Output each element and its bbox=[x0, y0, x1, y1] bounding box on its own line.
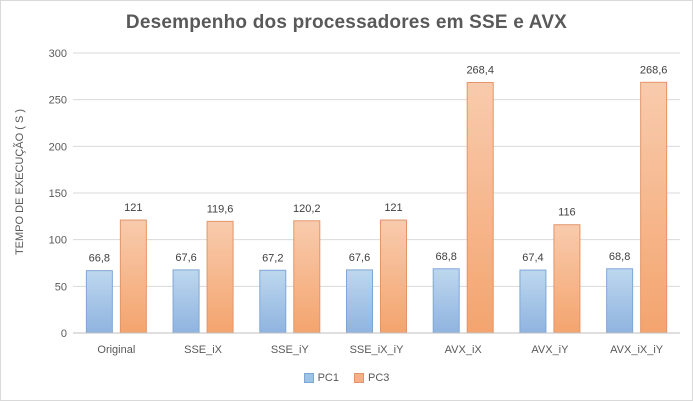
legend: PC1 PC3 bbox=[0, 372, 693, 386]
y-tick-label: 200 bbox=[49, 141, 67, 153]
y-tick-label: 50 bbox=[55, 281, 67, 293]
gridlines bbox=[73, 52, 680, 287]
bar-pc3 bbox=[553, 224, 581, 334]
bar-pc1 bbox=[346, 269, 373, 334]
bar-pc1 bbox=[606, 268, 634, 334]
data-label-pc1: 67,6 bbox=[175, 252, 196, 264]
data-label-pc1: 66,8 bbox=[89, 253, 110, 265]
bar-pc1 bbox=[519, 269, 547, 334]
data-label-pc3: 268,6 bbox=[640, 64, 668, 76]
legend-label-pc1: PC1 bbox=[317, 372, 339, 384]
bar-pc3 bbox=[206, 220, 234, 334]
legend-item-pc3[interactable]: PC3 bbox=[354, 372, 389, 384]
x-tick-label: AVX_iX bbox=[445, 344, 483, 356]
bar-pc3 bbox=[119, 219, 147, 334]
x-tick-label: SSE_iX_iY bbox=[350, 344, 404, 356]
axes: 0 50 100 150 200 250 300 Original SSE_iX SSE_iY SS… bbox=[49, 48, 680, 356]
data-label-pc1: 67,6 bbox=[349, 252, 370, 264]
bar-pc3 bbox=[466, 81, 494, 334]
data-label-pc1: 67,2 bbox=[262, 252, 283, 264]
x-tick-label: Original bbox=[97, 344, 135, 356]
data-label-pc3: 116 bbox=[558, 207, 576, 219]
bar-pc1 bbox=[85, 270, 113, 334]
data-label-pc1: 68,8 bbox=[436, 251, 457, 263]
legend-swatch-pc3 bbox=[354, 373, 365, 383]
x-tick-label: SSE_iY bbox=[271, 344, 310, 356]
chart-title: Desempenho dos processadores em SSE e AV… bbox=[125, 12, 568, 33]
data-label-pc3: 121 bbox=[124, 202, 142, 214]
x-tick-label: AVX_iX_iY bbox=[610, 344, 664, 356]
y-tick-label: 150 bbox=[49, 188, 67, 200]
data-label-pc3: 121 bbox=[384, 202, 402, 214]
legend-label-pc3: PC3 bbox=[368, 372, 390, 384]
bar-pc1 bbox=[259, 269, 287, 334]
bars bbox=[85, 81, 668, 334]
data-label-pc1: 67,4 bbox=[522, 252, 543, 264]
y-tick-label: 100 bbox=[49, 235, 67, 247]
x-tick-label: SSE_iX bbox=[184, 344, 223, 356]
data-label-pc3: 268,4 bbox=[466, 64, 494, 76]
bar-pc1 bbox=[172, 269, 200, 334]
legend-item-pc1[interactable]: PC1 bbox=[303, 372, 339, 384]
x-tick-label: AVX_iY bbox=[531, 344, 569, 356]
legend-swatch-pc1 bbox=[303, 373, 314, 383]
data-label-pc3: 119,6 bbox=[207, 203, 234, 215]
bar-pc3 bbox=[640, 81, 668, 334]
bar-pc3 bbox=[380, 219, 407, 334]
y-tick-label: 300 bbox=[49, 48, 67, 60]
bar-pc3 bbox=[293, 220, 321, 334]
y-tick-label: 250 bbox=[49, 95, 67, 107]
data-labels: 66,8 121 67,6 119,6 67,2 120,2 67,6 121 68,8 268,… bbox=[89, 64, 668, 264]
data-label-pc3: 120,2 bbox=[293, 203, 321, 215]
bar-pc1 bbox=[432, 268, 460, 334]
data-label-pc1: 68,8 bbox=[609, 251, 630, 263]
y-tick-label: 0 bbox=[61, 328, 67, 340]
